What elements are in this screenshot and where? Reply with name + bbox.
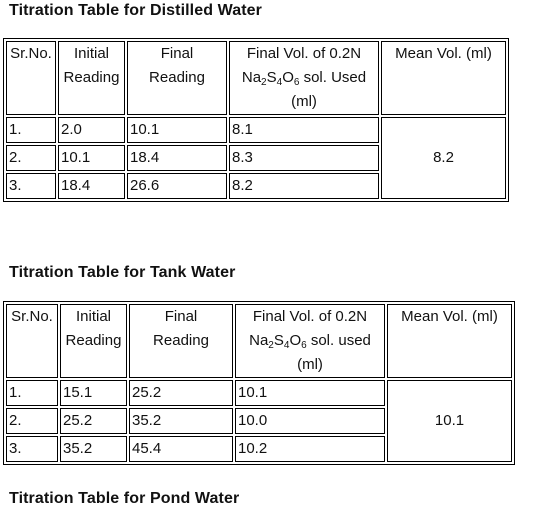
cell-sr: 1.: [6, 117, 56, 143]
cell-final: 45.4: [129, 436, 233, 462]
table-header-row: Sr.No. Initial Reading Final Reading Final…: [6, 304, 512, 378]
cell-volume: 10.1: [235, 380, 385, 406]
cell-volume: 8.1: [229, 117, 379, 143]
cell-mean-volume: 10.1: [387, 380, 512, 462]
cell-volume: 8.2: [229, 173, 379, 199]
header-final-reading: Final Reading: [129, 304, 233, 378]
table-title-tank: Titration Table for Tank Water: [9, 264, 236, 281]
titration-table-tank: Sr.No. Initial Reading Final Reading Final…: [3, 301, 515, 465]
cell-mean-volume: 8.2: [381, 117, 506, 199]
cell-final: 26.6: [127, 173, 227, 199]
header-sr-no: Sr.No.: [6, 41, 56, 115]
header-final-reading: Final Reading: [127, 41, 227, 115]
cell-final: 35.2: [129, 408, 233, 434]
table-row: 3. 35.2 45.4 10.2: [6, 436, 512, 462]
table-row: 2. 10.1 18.4 8.3: [6, 145, 506, 171]
cell-sr: 3.: [6, 436, 58, 462]
cell-initial: 15.1: [60, 380, 127, 406]
cell-initial: 18.4: [58, 173, 125, 199]
cell-initial: 25.2: [60, 408, 127, 434]
table-row: 1. 2.0 10.1 8.1 8.2: [6, 117, 506, 199]
cell-initial: 2.0: [58, 117, 125, 143]
cell-sr: 3.: [6, 173, 56, 199]
cell-final: 18.4: [127, 145, 227, 171]
cell-sr: 2.: [6, 408, 58, 434]
table-row: 1. 15.1 25.2 10.1 10.1: [6, 380, 512, 462]
table-title-distilled: Titration Table for Distilled Water: [9, 2, 263, 19]
table-title-pond: Titration Table for Pond Water: [9, 490, 240, 507]
cell-initial: 10.1: [58, 145, 125, 171]
header-final-volume: Final Vol. of 0.2N Na2S4O6 sol. used (ml…: [235, 304, 385, 378]
cell-sr: 1.: [6, 380, 58, 406]
cell-volume: 10.2: [235, 436, 385, 462]
table-header-row: Sr.No. Initial Reading Final Reading Final…: [6, 41, 506, 115]
header-initial-reading: Initial Reading: [58, 41, 125, 115]
header-sr-no: Sr.No.: [6, 304, 58, 378]
table-row: 2. 25.2 35.2 10.0: [6, 408, 512, 434]
cell-volume: 10.0: [235, 408, 385, 434]
header-initial-reading: Initial Reading: [60, 304, 127, 378]
cell-initial: 35.2: [60, 436, 127, 462]
header-mean-volume: Mean Vol. (ml): [381, 41, 506, 115]
table-row: 3. 18.4 26.6 8.2: [6, 173, 506, 199]
cell-sr: 2.: [6, 145, 56, 171]
header-mean-volume: Mean Vol. (ml): [387, 304, 512, 378]
header-final-volume: Final Vol. of 0.2N Na2S4O6 sol. Used (ml…: [229, 41, 379, 115]
titration-table-distilled: Sr.No. Initial Reading Final Reading Final…: [3, 38, 509, 202]
cell-volume: 8.3: [229, 145, 379, 171]
cell-final: 25.2: [129, 380, 233, 406]
cell-final: 10.1: [127, 117, 227, 143]
